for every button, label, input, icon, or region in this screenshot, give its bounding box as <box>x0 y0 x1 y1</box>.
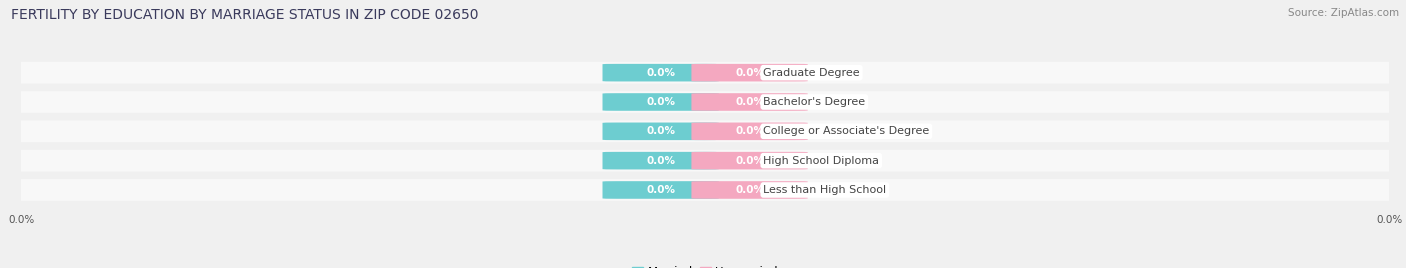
Text: 0.0%: 0.0% <box>647 68 675 78</box>
Text: Graduate Degree: Graduate Degree <box>763 68 860 78</box>
FancyBboxPatch shape <box>692 152 807 169</box>
Text: Less than High School: Less than High School <box>763 185 886 195</box>
FancyBboxPatch shape <box>0 150 1406 172</box>
Text: FERTILITY BY EDUCATION BY MARRIAGE STATUS IN ZIP CODE 02650: FERTILITY BY EDUCATION BY MARRIAGE STATU… <box>11 8 479 22</box>
Text: 0.0%: 0.0% <box>647 126 675 136</box>
FancyBboxPatch shape <box>603 122 718 140</box>
FancyBboxPatch shape <box>0 121 1406 142</box>
FancyBboxPatch shape <box>0 91 1406 113</box>
FancyBboxPatch shape <box>603 93 718 111</box>
Text: 0.0%: 0.0% <box>735 185 763 195</box>
Text: 0.0%: 0.0% <box>735 97 763 107</box>
FancyBboxPatch shape <box>0 179 1406 201</box>
FancyBboxPatch shape <box>692 64 807 81</box>
Text: 0.0%: 0.0% <box>647 156 675 166</box>
Text: High School Diploma: High School Diploma <box>763 156 879 166</box>
Text: Source: ZipAtlas.com: Source: ZipAtlas.com <box>1288 8 1399 18</box>
Text: 0.0%: 0.0% <box>735 68 763 78</box>
Text: 0.0%: 0.0% <box>735 126 763 136</box>
FancyBboxPatch shape <box>603 152 718 169</box>
Text: College or Associate's Degree: College or Associate's Degree <box>763 126 929 136</box>
Text: Bachelor's Degree: Bachelor's Degree <box>763 97 865 107</box>
Legend: Married, Unmarried: Married, Unmarried <box>627 262 783 268</box>
FancyBboxPatch shape <box>603 64 718 81</box>
FancyBboxPatch shape <box>692 93 807 111</box>
FancyBboxPatch shape <box>603 181 718 199</box>
FancyBboxPatch shape <box>0 62 1406 84</box>
FancyBboxPatch shape <box>692 181 807 199</box>
FancyBboxPatch shape <box>692 122 807 140</box>
Text: 0.0%: 0.0% <box>647 185 675 195</box>
Text: 0.0%: 0.0% <box>735 156 763 166</box>
Text: 0.0%: 0.0% <box>647 97 675 107</box>
